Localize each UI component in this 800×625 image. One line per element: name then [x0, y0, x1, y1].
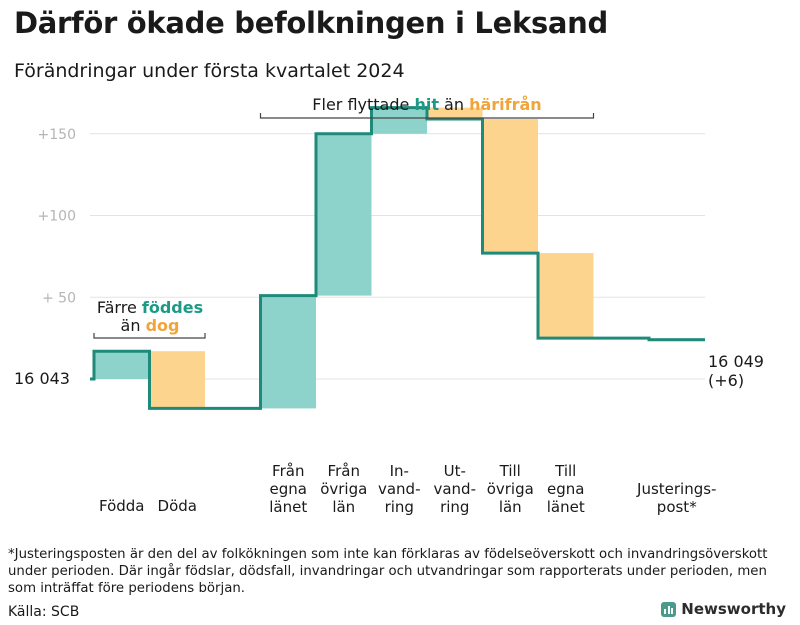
births-annotation-line1: Färre föddes — [97, 298, 203, 317]
y-tick-label: +150 — [38, 127, 76, 143]
waterfall-bar — [371, 107, 427, 134]
x-category-label: post* — [657, 498, 697, 516]
y-tick-label: +100 — [38, 209, 76, 225]
newsworthy-icon — [661, 601, 677, 617]
x-category-label: ring — [385, 498, 414, 516]
footnote: *Justeringsposten är den del av folkökni… — [8, 547, 768, 596]
cumulative-step-line — [90, 106, 705, 410]
x-category-label: In- — [390, 462, 409, 480]
x-category-label: Justerings- — [636, 480, 716, 498]
end-change-label: (+6) — [708, 371, 744, 390]
births-bracket — [93, 333, 206, 339]
x-category-label: Från — [328, 462, 360, 480]
x-category-label: län — [499, 498, 522, 516]
waterfall-bar — [260, 295, 316, 409]
x-category-label: länet — [269, 498, 307, 516]
y-tick-label: + 50 — [42, 290, 76, 306]
brand-name: Newsworthy — [681, 600, 786, 618]
x-category-label: övriga — [487, 480, 534, 498]
waterfall-bar — [94, 351, 150, 379]
x-category-label: vand- — [378, 480, 421, 498]
x-category-label: egna — [270, 480, 307, 498]
x-category-label: Döda — [158, 497, 197, 515]
chart-subtitle: Förändringar under första kvartalet 2024 — [14, 60, 405, 82]
end-value-label: 16 049 — [708, 352, 764, 371]
x-category-label: vand- — [433, 480, 476, 498]
x-category-label: länet — [547, 498, 585, 516]
migration-annotation: Fler flyttade hit än härifrån — [312, 95, 541, 114]
x-category-label: Till — [554, 462, 576, 480]
brand-logo: Newsworthy — [661, 600, 786, 618]
waterfall-bar — [482, 119, 538, 254]
x-category-label: ring — [440, 498, 469, 516]
x-category-label: län — [332, 498, 355, 516]
migration-bracket — [259, 113, 595, 119]
start-value-label: 16 043 — [14, 369, 70, 388]
x-category-label: Ut- — [444, 462, 466, 480]
waterfall-bar — [149, 351, 205, 409]
source-label: Källa: SCB — [8, 604, 80, 620]
births-annotation-line2: än dog — [121, 316, 180, 335]
x-category-label: övriga — [320, 480, 367, 498]
chart-title: Därför ökade befolkningen i Leksand — [14, 6, 608, 40]
x-category-label: egna — [547, 480, 584, 498]
waterfall-bar — [316, 133, 372, 296]
x-category-label: Till — [499, 462, 521, 480]
x-category-label: Födda — [99, 497, 145, 515]
waterfall-bar — [427, 107, 483, 120]
x-category-label: Från — [272, 462, 304, 480]
waterfall-bar — [538, 253, 594, 339]
